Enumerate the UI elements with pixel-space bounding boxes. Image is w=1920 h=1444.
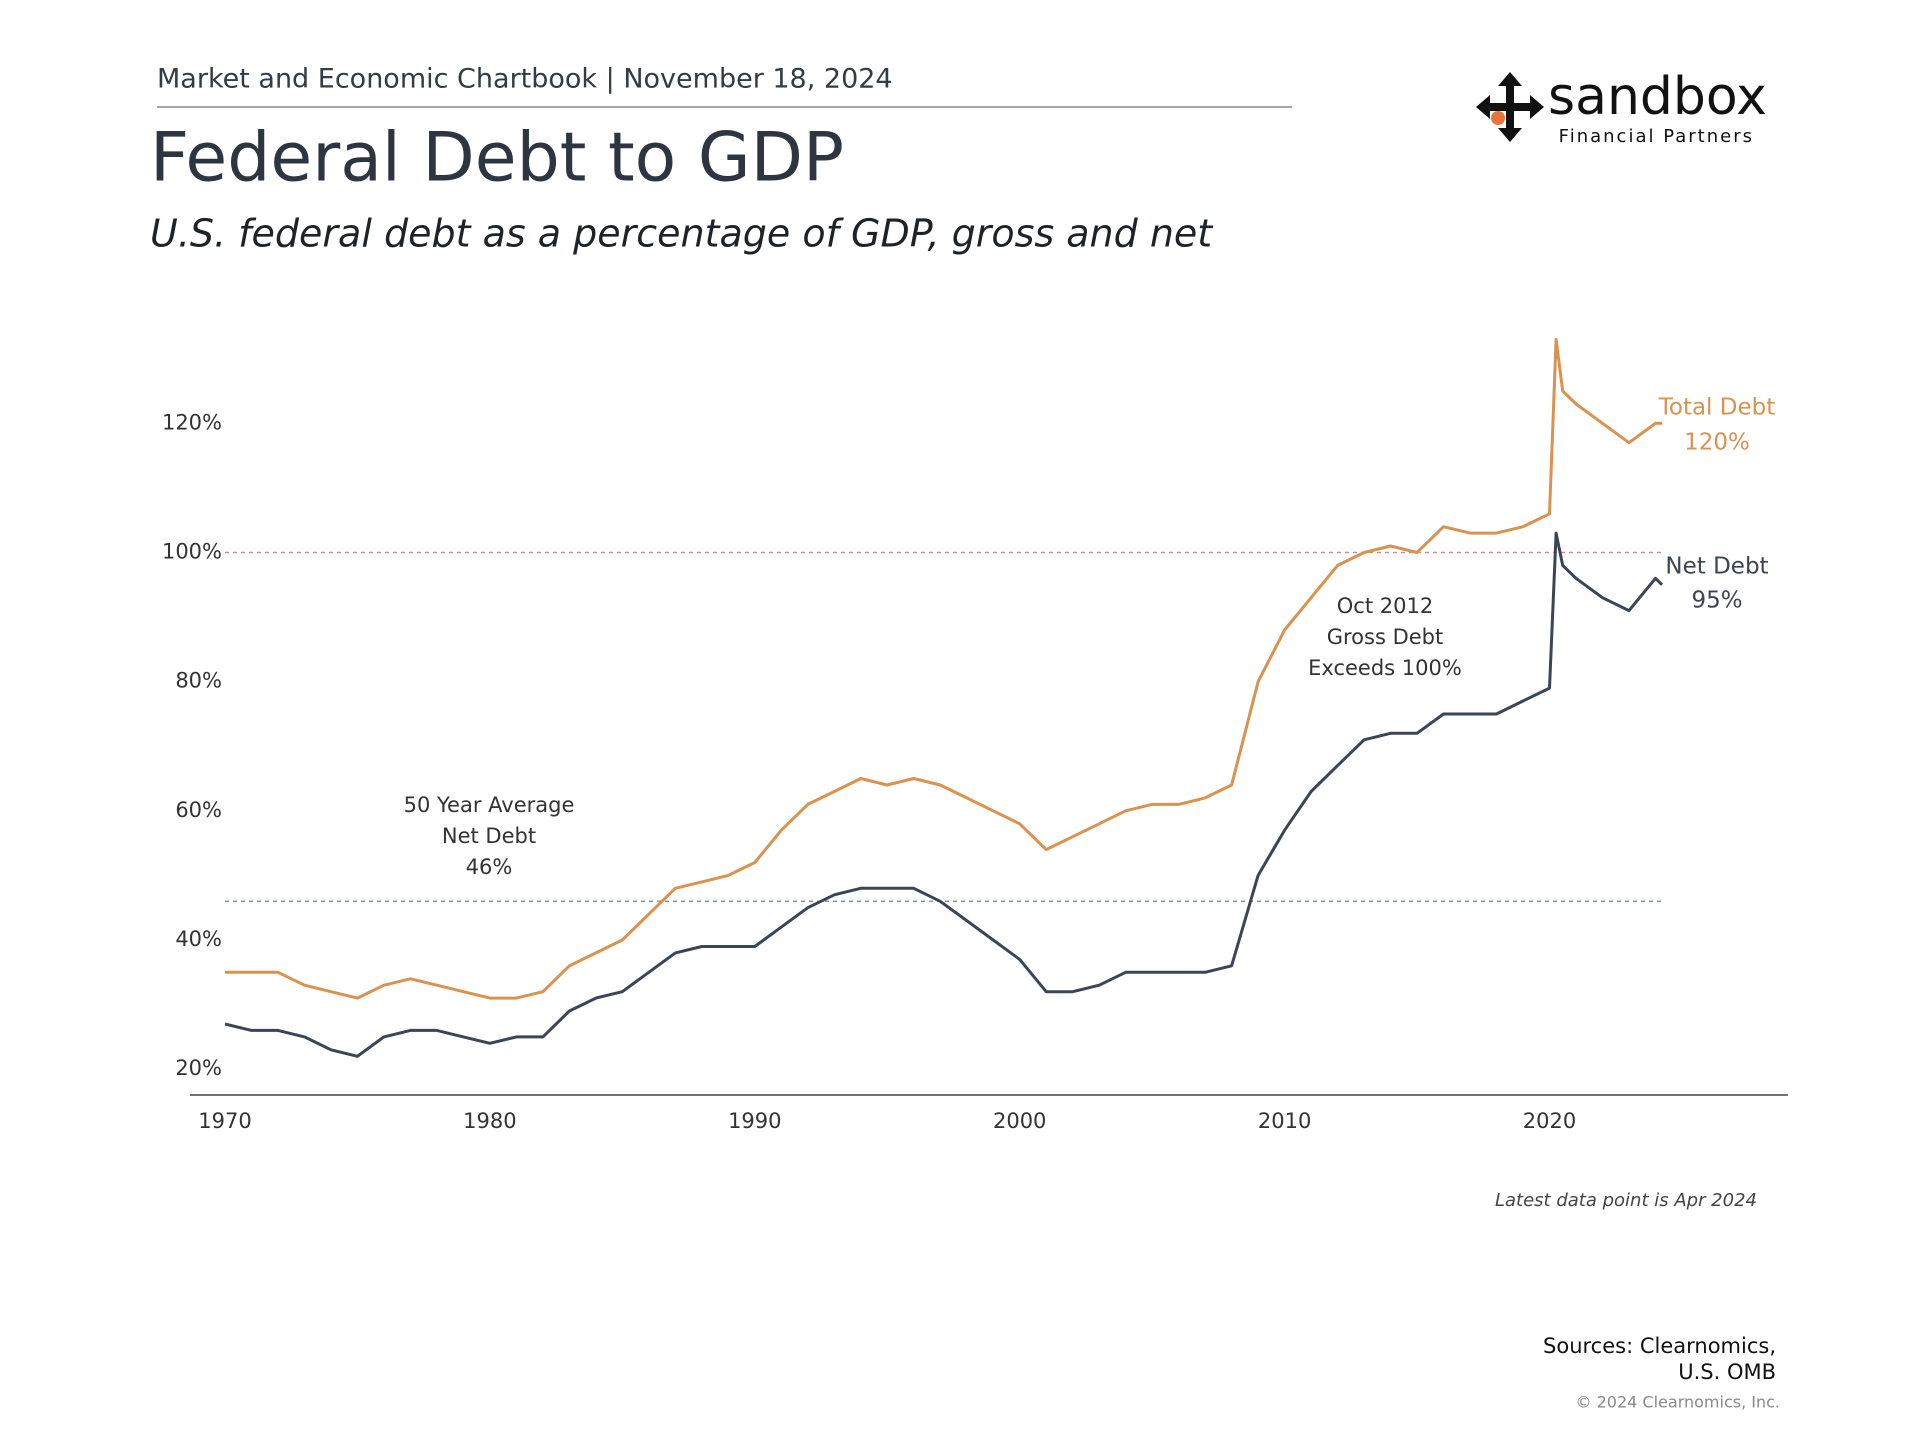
end-value-label: 120% — [1684, 430, 1750, 456]
chart-title: Federal Debt to GDP — [150, 119, 844, 198]
y-tick-label: 100% — [162, 540, 222, 564]
header: Market and Economic Chartbook | November… — [157, 64, 893, 95]
x-tick-label: 2000 — [993, 1109, 1046, 1133]
sources: U.S. OMB — [1678, 1360, 1776, 1384]
annotation: Exceeds 100% — [1308, 656, 1462, 680]
annotation: Net Debt — [442, 824, 536, 848]
x-tick-label: 2010 — [1258, 1109, 1311, 1133]
end-value-label: 95% — [1691, 588, 1742, 614]
y-tick-label: 60% — [175, 798, 222, 822]
y-tick-label: 120% — [162, 410, 222, 434]
chart-note: Latest data point is Apr 2024 — [1495, 1190, 1757, 1211]
logo-subtitle: Financial Partners — [1559, 126, 1754, 147]
logo-text: sandbox — [1548, 67, 1767, 127]
x-tick-label: 2020 — [1523, 1109, 1576, 1133]
annotation: 46% — [466, 855, 513, 879]
annotation: Oct 2012 — [1337, 594, 1433, 618]
series-line — [225, 337, 1663, 1000]
legend-label: Total Debt — [1658, 395, 1776, 421]
y-tick-label: 20% — [175, 1056, 222, 1080]
series-line — [224, 531, 1664, 1058]
x-tick-label: 1970 — [198, 1109, 251, 1133]
legend-label: Net Debt — [1665, 554, 1768, 580]
copyright: © 2024 Clearnomics, Inc. — [1576, 1393, 1780, 1412]
chart-subtitle: U.S. federal debt as a percentage of GDP… — [150, 212, 1214, 256]
annotation: 50 Year Average — [404, 793, 575, 817]
logo-icon — [1476, 72, 1544, 142]
y-tick-label: 80% — [175, 669, 222, 693]
x-tick-label: 1980 — [463, 1109, 516, 1133]
x-tick-label: 1990 — [728, 1109, 781, 1133]
sources: Sources: Clearnomics, — [1543, 1334, 1776, 1358]
y-tick-label: 40% — [175, 927, 222, 951]
annotation: Gross Debt — [1327, 625, 1444, 649]
